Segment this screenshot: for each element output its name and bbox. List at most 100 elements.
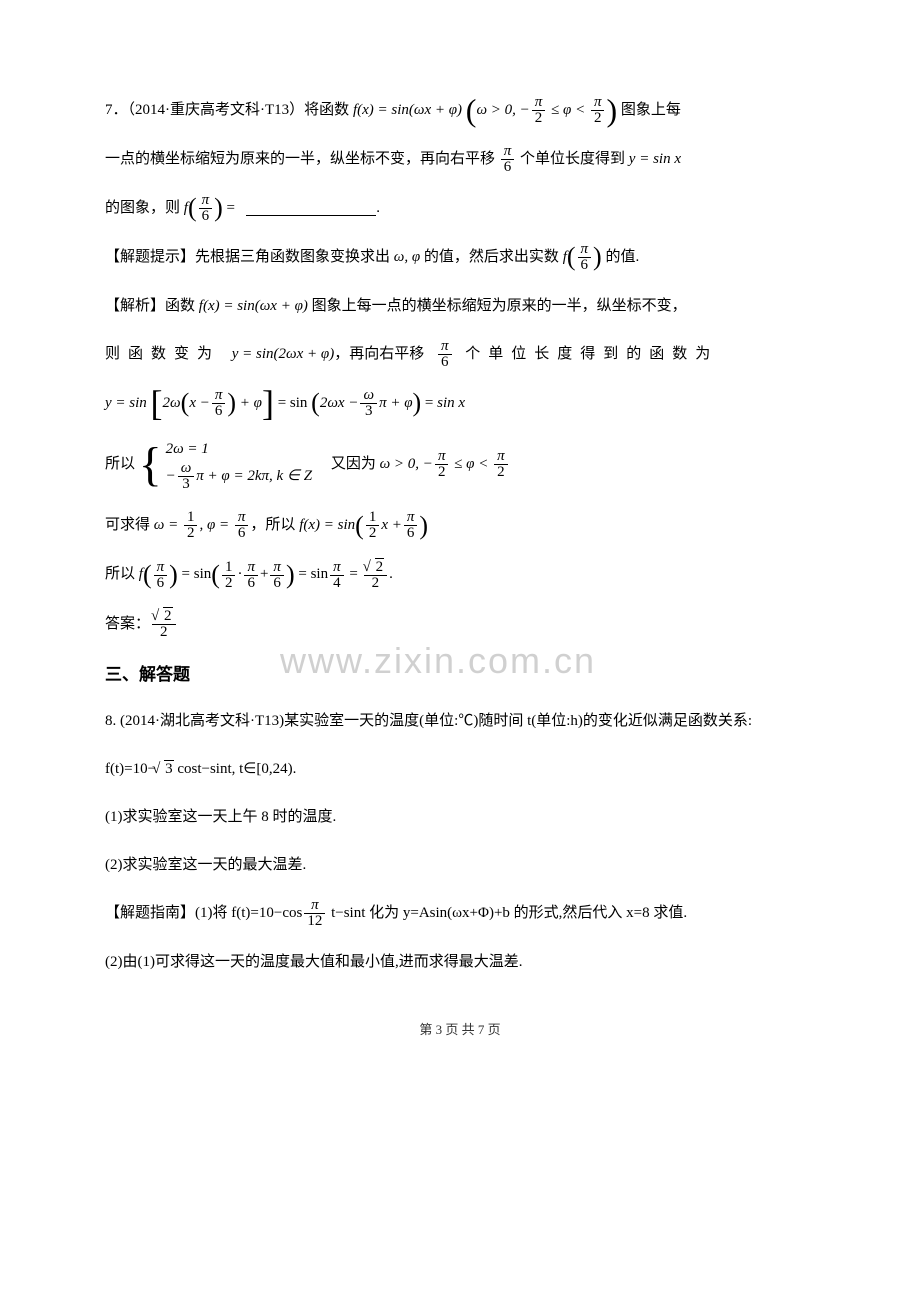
also-mid: ≤ φ < [450, 456, 492, 472]
hint-b: 的值，然后求出实数 [420, 249, 563, 265]
q7-line1: 7．（2014·重庆高考文科·T13）将函数 f(x) = sin(ωx + φ… [105, 95, 815, 126]
analysis-chain: y = sin [2ω(x −π6) + φ] = sin (2ωx −ω3π … [105, 388, 815, 419]
lparen: ( [143, 565, 152, 586]
an-l2c: 个单位长度得到的函数为 [465, 346, 718, 362]
fc-ans: π4 [330, 560, 344, 591]
page-footer: 第 3 页 共 7 页 [105, 1017, 815, 1043]
q7-number: 7． [105, 102, 128, 118]
rparen: ) [286, 565, 295, 586]
q7-text-a: 将函数 [304, 102, 353, 118]
q8-guide-label: 【解题指南】 [105, 905, 195, 921]
chain-b-frac: ω3 [360, 388, 377, 419]
q7-cond: ω > 0, − [476, 102, 529, 118]
q7-shift-frac: π6 [501, 144, 515, 175]
rparen: ) [593, 247, 602, 268]
fc-plus: + [260, 566, 268, 582]
lparen: ( [311, 393, 320, 414]
lparen: ( [466, 98, 477, 124]
rparen: ) [214, 198, 223, 219]
sys-l2b: π + φ = 2kπ, k ∈ Z [196, 468, 312, 484]
fx-f1: 12 [366, 510, 380, 541]
answer-label: 答案： [105, 616, 150, 632]
hint: 【解题提示】先根据三角函数图象变换求出 ω, φ 的值，然后求出实数 f(π6)… [105, 242, 815, 273]
an-l2a: 则函数变为 [105, 346, 220, 362]
q8-l1: 8. (2014·湖北高考文科·T13)某实验室一天的温度(单位:℃)随时间 t… [105, 706, 815, 736]
chain-y: y = sin [105, 395, 147, 411]
q8-guide-p2: (2)由(1)可求得这一天的温度最大值和最小值,进而求得最大温差. [105, 947, 815, 977]
chain-c: sin x [437, 395, 465, 411]
sys-l2-frac: ω3 [178, 461, 195, 492]
q7-text-b: 图象上每 [621, 102, 681, 118]
analysis-l1: 【解析】函数 f(x) = sin(ωx + φ) 图象上每一点的横坐标缩短为原… [105, 291, 815, 321]
fc-sqrt: 22 [364, 560, 388, 591]
hint-label: 【解题提示】 [105, 249, 195, 265]
analysis-system: 所以 { 2ω = 1 −ω3π + φ = 2kπ, k ∈ Z 又因为 ω … [105, 437, 815, 492]
q7-source: （2014·重庆高考文科·T13） [128, 102, 305, 118]
lparen: ( [181, 393, 190, 414]
an-shift: π6 [438, 339, 452, 370]
q8-number: 8. [105, 713, 116, 729]
omega: ω = [154, 517, 182, 533]
q8-a: 某实验室一天的温度(单位:℃)随时间 t(单位:h)的变化近似满足函数关系: [284, 713, 752, 729]
an-yexpr: y = sin(2ωx + φ) [232, 346, 334, 362]
q8-source: (2014·湖北高考文科·T13) [120, 713, 284, 729]
answer-val: 22 [152, 609, 176, 640]
an-a: 函数 [165, 298, 199, 314]
fc-f1: 12 [222, 560, 236, 591]
lbracket: [ [151, 391, 163, 416]
q7-cond-frac2: π2 [591, 95, 605, 126]
fx-f2: π6 [404, 510, 418, 541]
rparen: ) [413, 393, 422, 414]
eq1: = sin [278, 395, 308, 411]
omega-val: 12 [184, 510, 198, 541]
chain-a-pre: 2ω [163, 395, 181, 411]
q8-ft: f(t)=10−3 cost−sint, t∈[0,24). [105, 754, 815, 784]
chain-a-post: + φ [236, 395, 262, 411]
lparen: ( [211, 565, 220, 586]
rparen: ) [606, 98, 617, 124]
also-f1: π2 [435, 449, 449, 480]
fc-f3: π6 [270, 560, 284, 591]
analysis-final: 所以 f(π6) = sin(12·π6+π6) = sinπ4 = 22. [105, 559, 815, 590]
chain-b: 2ωx − [320, 395, 359, 411]
lparen: ( [188, 198, 197, 219]
final-farg: π6 [154, 560, 168, 591]
q7-farg: π6 [199, 193, 213, 224]
q7-text-d: 个单位长度得到 [516, 151, 629, 167]
q7-fx: f(x) = sin(ωx + φ) [353, 102, 462, 118]
q7-cond-mid: ≤ φ < [547, 102, 589, 118]
also-cond: ω > 0, − [380, 456, 433, 472]
q7-result: y = sin x [629, 151, 681, 167]
fx-final-a: f(x) = sin [299, 517, 355, 533]
blank-answer [246, 201, 376, 216]
fc-f2: π6 [244, 560, 258, 591]
solve-label: 可求得 [105, 517, 154, 533]
q8-gb: t−sint 化为 y=Asin(ωx+Φ)+b 的形式,然后代入 x=8 求值… [327, 905, 687, 921]
q8-ftb: cost−sint, t∈[0,24). [174, 761, 297, 777]
q8-p2: (2)求实验室这一天的最大温差. [105, 850, 815, 880]
also: 又因为 [331, 456, 380, 472]
q7-eq: = [223, 200, 239, 216]
fc-eq: = [346, 566, 362, 582]
rparen: ) [227, 393, 236, 414]
q7-cond-frac1: π2 [532, 95, 546, 126]
section-3-title: 三、解答题 [105, 658, 815, 692]
hint-c: 的值. [602, 249, 640, 265]
so: 所以 [105, 456, 135, 472]
fc-a: = sin [182, 566, 212, 582]
lparen: ( [567, 247, 576, 268]
q8-guide: 【解题指南】(1)将 f(t)=10−cosπ12 t−sint 化为 y=As… [105, 898, 815, 929]
chain-a-frac: π6 [212, 388, 226, 419]
an-l2b: ，再向右平移 [334, 346, 424, 362]
chain-b-post: π + φ [379, 395, 412, 411]
sys-l2a: − [166, 468, 176, 484]
q8-ga: (1)将 f(t)=10−cos [195, 905, 302, 921]
fc-b: = sin [298, 566, 328, 582]
phi-val: π6 [235, 510, 249, 541]
final-period: . [389, 566, 393, 582]
hint-farg: π6 [578, 242, 592, 273]
an-b: 图象上每一点的横坐标缩短为原来的一半，纵坐标不变， [308, 298, 687, 314]
brace-left: { [139, 443, 162, 486]
answer: 答案：22 [105, 609, 815, 640]
also-f2: π2 [494, 449, 508, 480]
